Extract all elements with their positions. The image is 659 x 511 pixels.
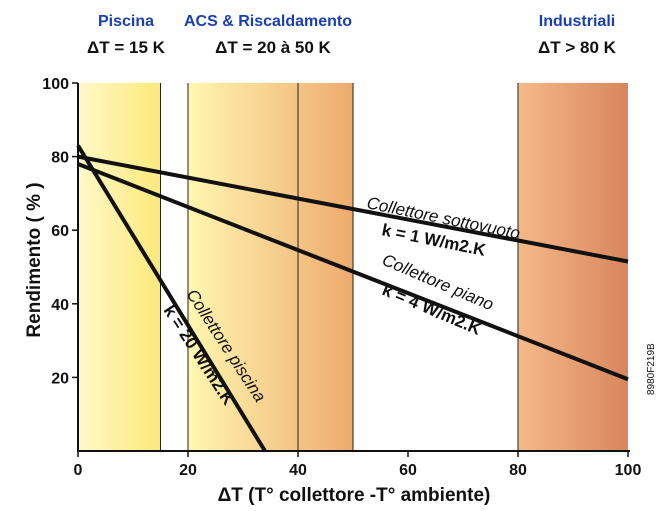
series-line-0 (77, 154, 629, 264)
zone-band-2 (518, 83, 628, 451)
x-tick-label: 60 (399, 462, 417, 479)
y-axis-title: Rendimento ( % ) (24, 182, 45, 337)
x-tick-label: 20 (179, 462, 197, 479)
y-tick-label: 60 (51, 223, 69, 240)
zone-delta-acs: ΔT = 20 à 50 K (215, 38, 331, 57)
series-line-1 (77, 162, 629, 382)
zone-band-1 (188, 83, 353, 451)
y-tick-label: 20 (51, 370, 69, 387)
x-tick-label: 40 (289, 462, 307, 479)
zone-title-industriali: Industriali (539, 13, 615, 30)
figure-code: 8980F219B (646, 343, 657, 395)
y-tick-label: 80 (51, 150, 69, 167)
y-tick-label: 100 (42, 76, 69, 93)
zone-delta-industriali: ΔT > 80 K (538, 38, 617, 57)
temperature-zones (78, 83, 628, 451)
x-tick-label: 100 (615, 462, 642, 479)
x-tick-label: 80 (509, 462, 527, 479)
x-axis-title: ΔT (T° collettore -T° ambiente) (218, 485, 491, 506)
efficiency-curves (76, 144, 629, 453)
y-tick-label: 40 (51, 297, 69, 314)
zone-title-acs: ACS & Riscaldamento (184, 13, 352, 30)
zone-title-piscina: Piscina (98, 13, 154, 30)
zone-delta-piscina: ΔT = 15 K (87, 38, 166, 57)
axis-ticks: 0 20 40 60 80 100 20 40 60 80 100 (42, 76, 641, 479)
x-tick-label: 0 (74, 462, 83, 479)
series-line-2 (76, 144, 267, 453)
zone-band-0 (78, 83, 161, 451)
